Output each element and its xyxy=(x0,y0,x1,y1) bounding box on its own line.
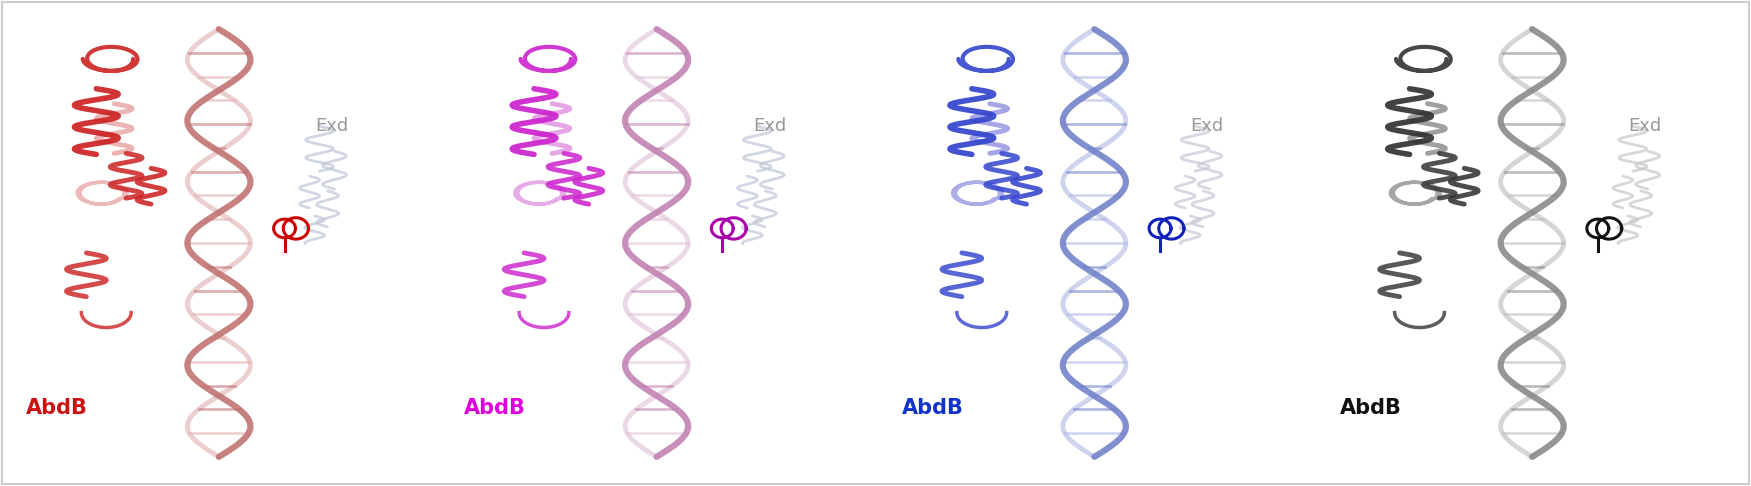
Text: Exd: Exd xyxy=(315,117,348,136)
Text: Exd: Exd xyxy=(1191,117,1224,136)
Text: Exd: Exd xyxy=(753,117,786,136)
Text: Exd: Exd xyxy=(1628,117,1662,136)
Text: AbdB: AbdB xyxy=(902,398,963,418)
Text: AbdB: AbdB xyxy=(26,398,88,418)
Text: AbdB: AbdB xyxy=(464,398,525,418)
Text: AbdB: AbdB xyxy=(1340,398,1401,418)
